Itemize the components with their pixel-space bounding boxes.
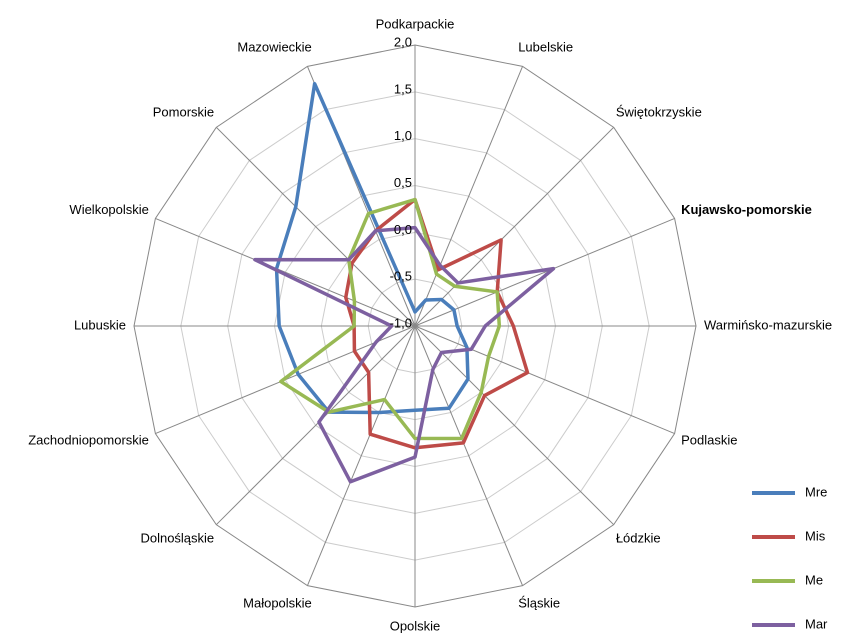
series-line xyxy=(253,225,556,484)
category-label: Świętokrzyskie xyxy=(616,105,702,120)
spoke xyxy=(414,218,675,327)
r-tick-label: -1,0 xyxy=(390,315,412,330)
category-label: Łódzkie xyxy=(616,530,661,545)
category-label: Mazowieckie xyxy=(237,39,311,54)
legend-label: Mis xyxy=(805,528,826,543)
legend-label: Mre xyxy=(805,484,827,499)
legend-label: Me xyxy=(805,572,823,587)
category-label: Pomorskie xyxy=(153,105,214,120)
r-tick-label: 0,0 xyxy=(394,222,412,237)
category-label: Małopolskie xyxy=(243,596,312,611)
category-label: Opolskie xyxy=(390,618,441,633)
spoke xyxy=(155,218,416,327)
spoke xyxy=(414,325,615,526)
category-label: Zachodniopomorskie xyxy=(28,433,149,448)
spoke xyxy=(307,325,416,586)
category-label: Podkarpackie xyxy=(376,16,455,31)
spoke xyxy=(414,126,615,327)
category-label: Dolnośląskie xyxy=(140,530,214,545)
series-line xyxy=(344,197,530,450)
category-label: Śląskie xyxy=(518,596,560,611)
category-label: Lubelskie xyxy=(518,39,573,54)
spoke xyxy=(414,325,675,434)
r-tick-label: 1,5 xyxy=(394,81,412,96)
series-line xyxy=(274,81,470,415)
category-label: Podlaskie xyxy=(681,433,737,448)
r-tick-label: 1,0 xyxy=(394,128,412,143)
category-label: Warmińsko-mazurskie xyxy=(704,317,832,332)
spoke xyxy=(215,325,416,526)
spoke xyxy=(215,126,416,327)
category-label: Wielkopolskie xyxy=(69,202,148,217)
spoke xyxy=(414,66,523,327)
legend-label: Mar xyxy=(805,616,828,631)
category-label: Kujawsko-pomorskie xyxy=(681,202,812,217)
r-tick-label: 2,0 xyxy=(394,34,412,49)
category-label: Lubuskie xyxy=(74,317,126,332)
series-line xyxy=(279,197,502,441)
r-tick-label: -0,5 xyxy=(390,269,412,284)
r-tick-label: 0,5 xyxy=(394,175,412,190)
